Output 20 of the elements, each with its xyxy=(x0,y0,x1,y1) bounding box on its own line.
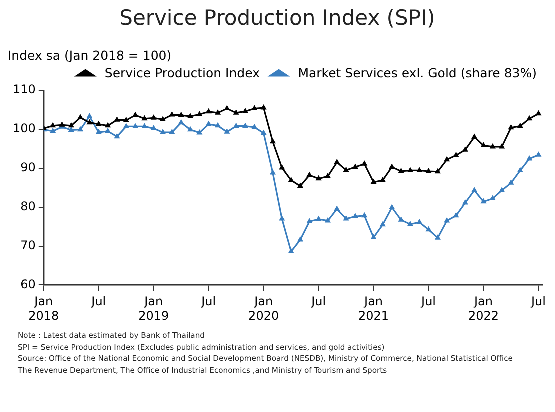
y-tick-label: 100 xyxy=(13,122,36,136)
y-tick-label: 70 xyxy=(20,238,36,252)
x-tick-label: Jan 2019 xyxy=(138,294,170,323)
legend-label: Market Services exl. Gold (share 83%) xyxy=(298,66,538,80)
x-tick-label: Jul xyxy=(200,294,216,309)
y-tick-label: 90 xyxy=(20,160,36,175)
chart-title: Service Production Index (SPI) xyxy=(118,6,436,30)
x-tick-label: Jan 2018 xyxy=(28,294,60,323)
x-tick-label: Jul xyxy=(420,294,436,309)
x-tick-label: Jul xyxy=(90,294,106,309)
y-tick-label: 60 xyxy=(20,277,36,292)
x-tick-label: Jul xyxy=(310,294,326,309)
x-tick-label: Jul xyxy=(530,294,546,309)
x-tick-label: Jan 2022 xyxy=(468,294,500,323)
y-axis-title: Index sa (Jan 2018 = 100) xyxy=(8,48,172,63)
legend-label: Service Production Index xyxy=(104,66,260,80)
y-tick-label: 80 xyxy=(20,199,36,214)
x-tick-label: Jan 2021 xyxy=(358,294,390,323)
x-tick-label: Jan 2020 xyxy=(248,294,280,323)
y-tick-label: 110 xyxy=(13,82,36,97)
